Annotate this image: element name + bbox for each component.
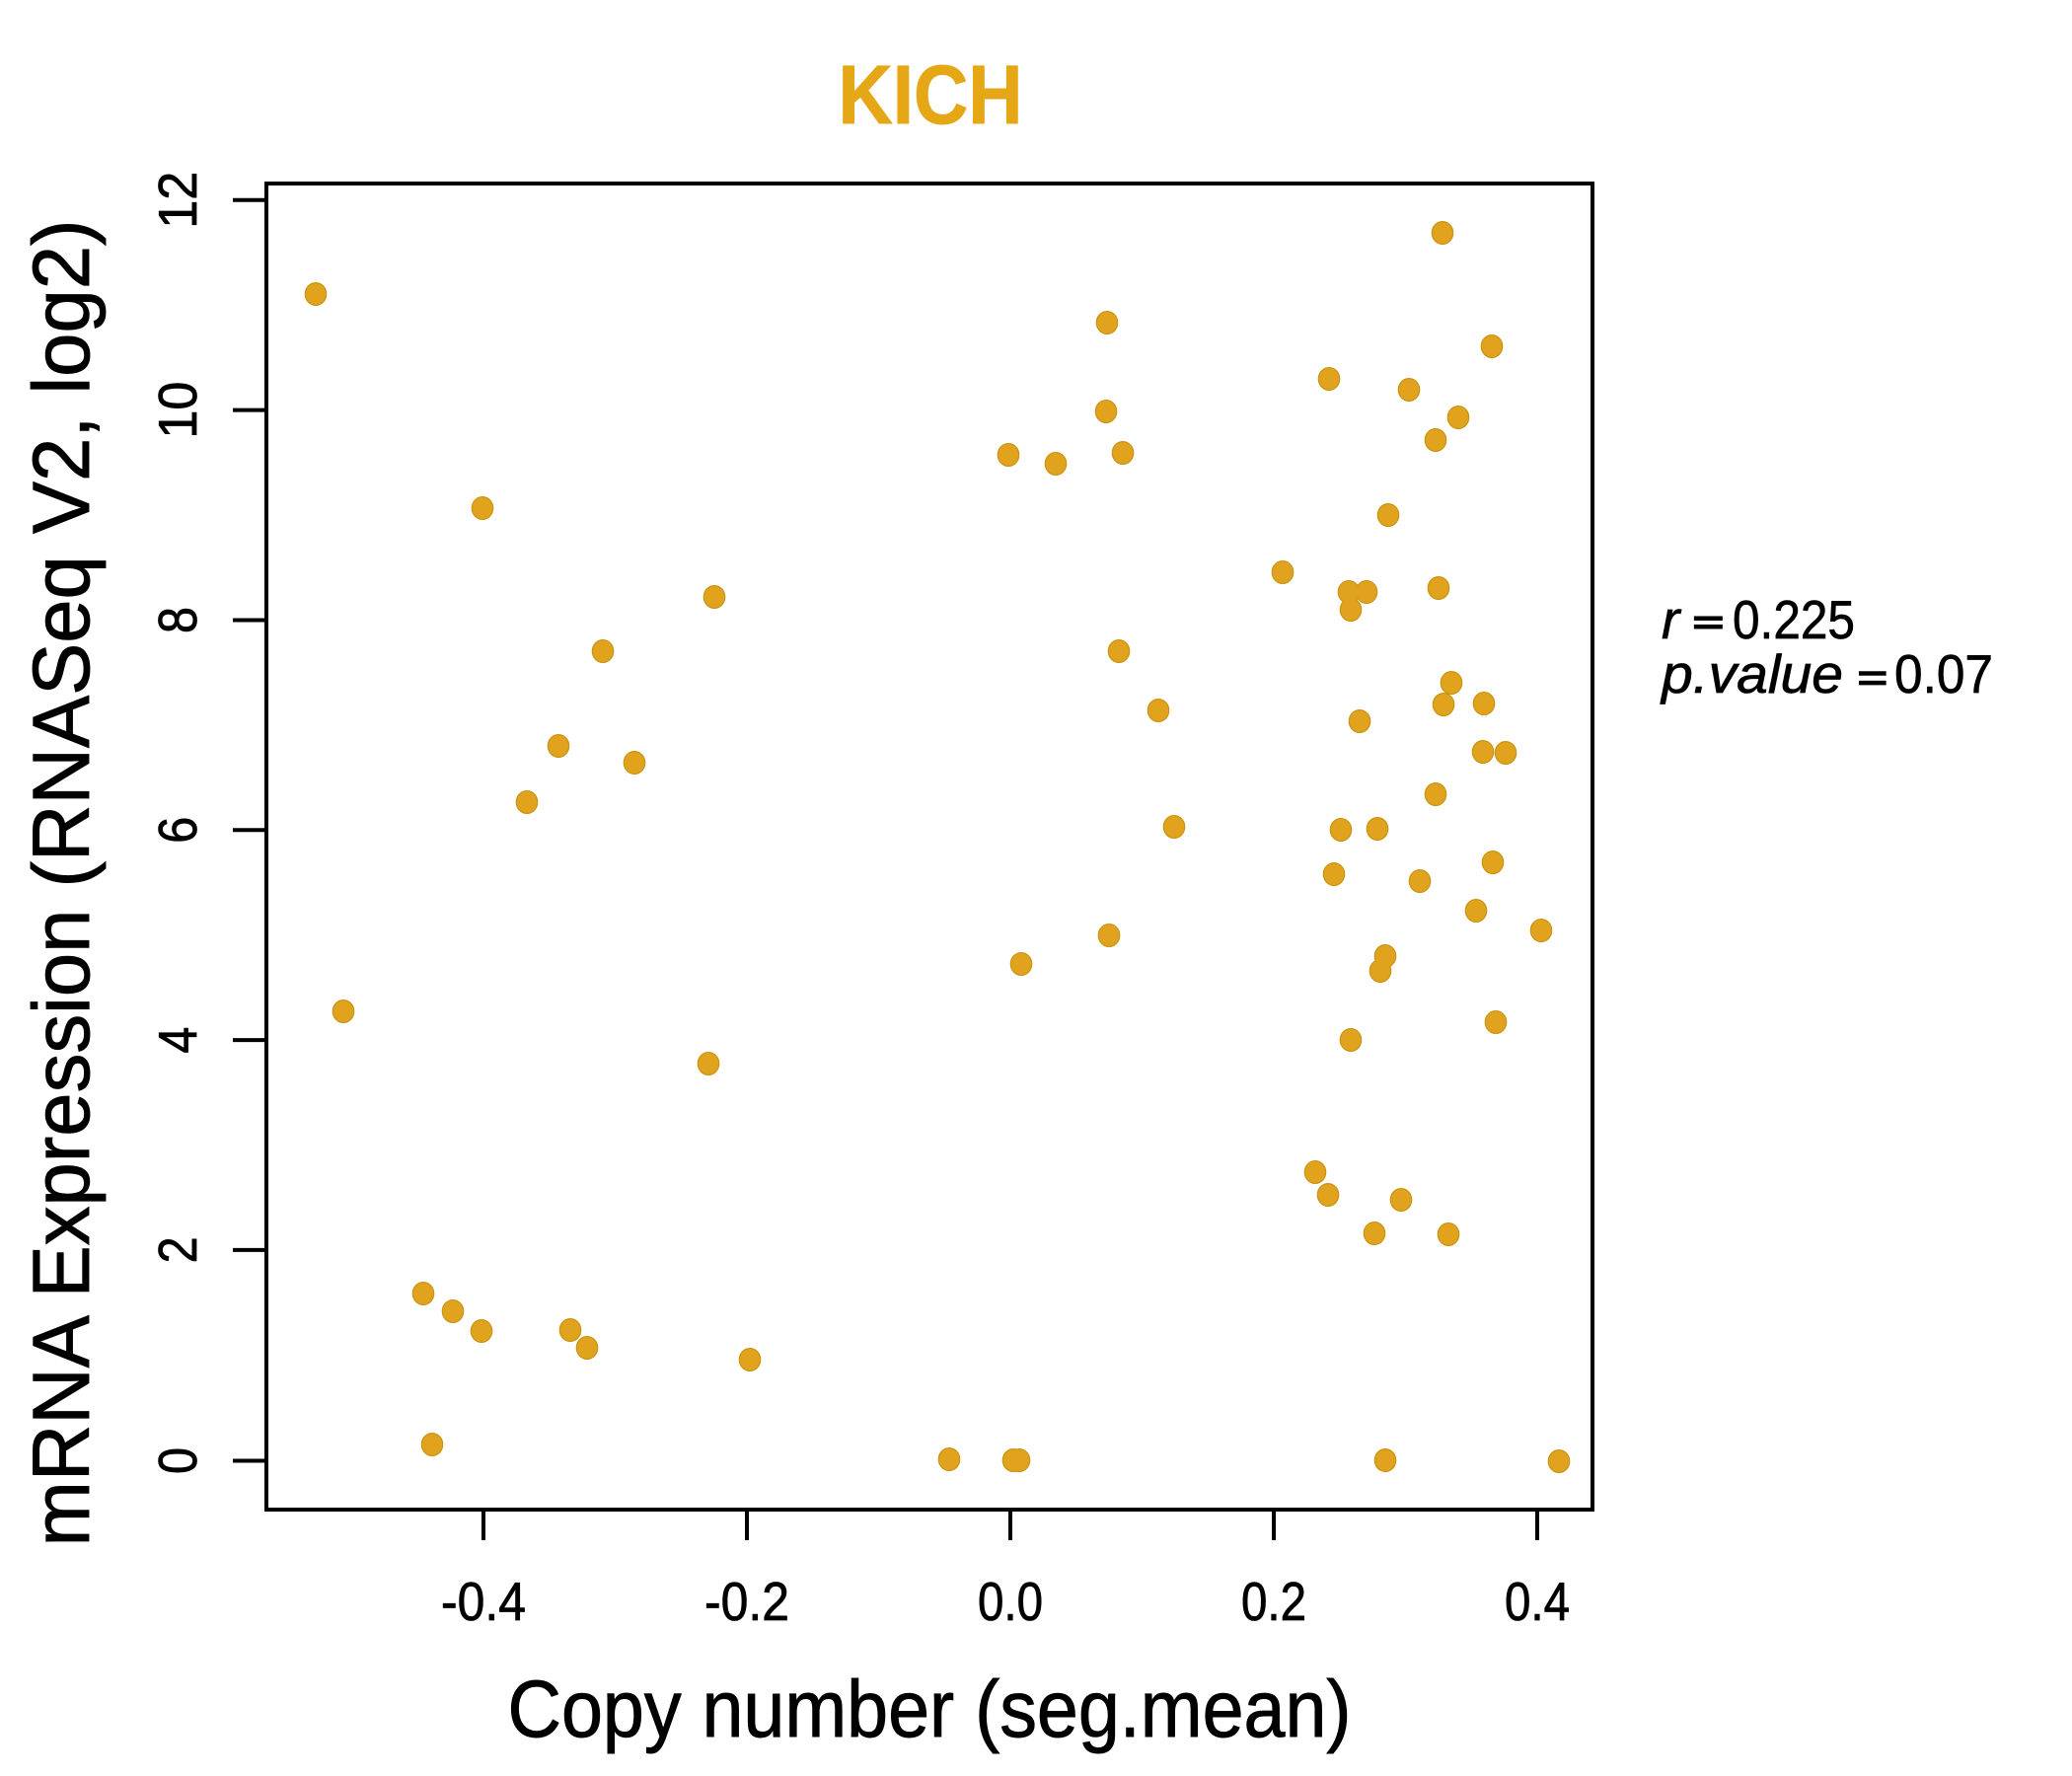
svg-text:0.2: 0.2 — [1241, 1571, 1306, 1632]
svg-text:Copy number (seg.mean): Copy number (seg.mean) — [508, 1665, 1352, 1754]
svg-text:0.4: 0.4 — [1505, 1571, 1570, 1632]
svg-text:0.0: 0.0 — [978, 1571, 1043, 1632]
svg-text:6: 6 — [147, 817, 208, 844]
svg-text:0.07: 0.07 — [1894, 643, 1993, 704]
svg-text:-0.2: -0.2 — [704, 1571, 789, 1632]
svg-text:mRNA Expression (RNASeq V2, lo: mRNA Expression (RNASeq V2, log2) — [17, 220, 107, 1547]
svg-text:4: 4 — [147, 1027, 208, 1054]
svg-text:10: 10 — [147, 382, 208, 439]
svg-text:8: 8 — [147, 607, 208, 633]
svg-text:12: 12 — [147, 172, 208, 229]
svg-text:-0.4: -0.4 — [441, 1571, 526, 1632]
svg-text:0.225: 0.225 — [1733, 589, 1855, 650]
svg-text:0: 0 — [147, 1447, 208, 1474]
svg-text:r: r — [1662, 589, 1682, 650]
svg-text:KICH: KICH — [839, 48, 1023, 141]
svg-text:2: 2 — [147, 1236, 208, 1263]
svg-text:p.value: p.value — [1660, 643, 1843, 704]
